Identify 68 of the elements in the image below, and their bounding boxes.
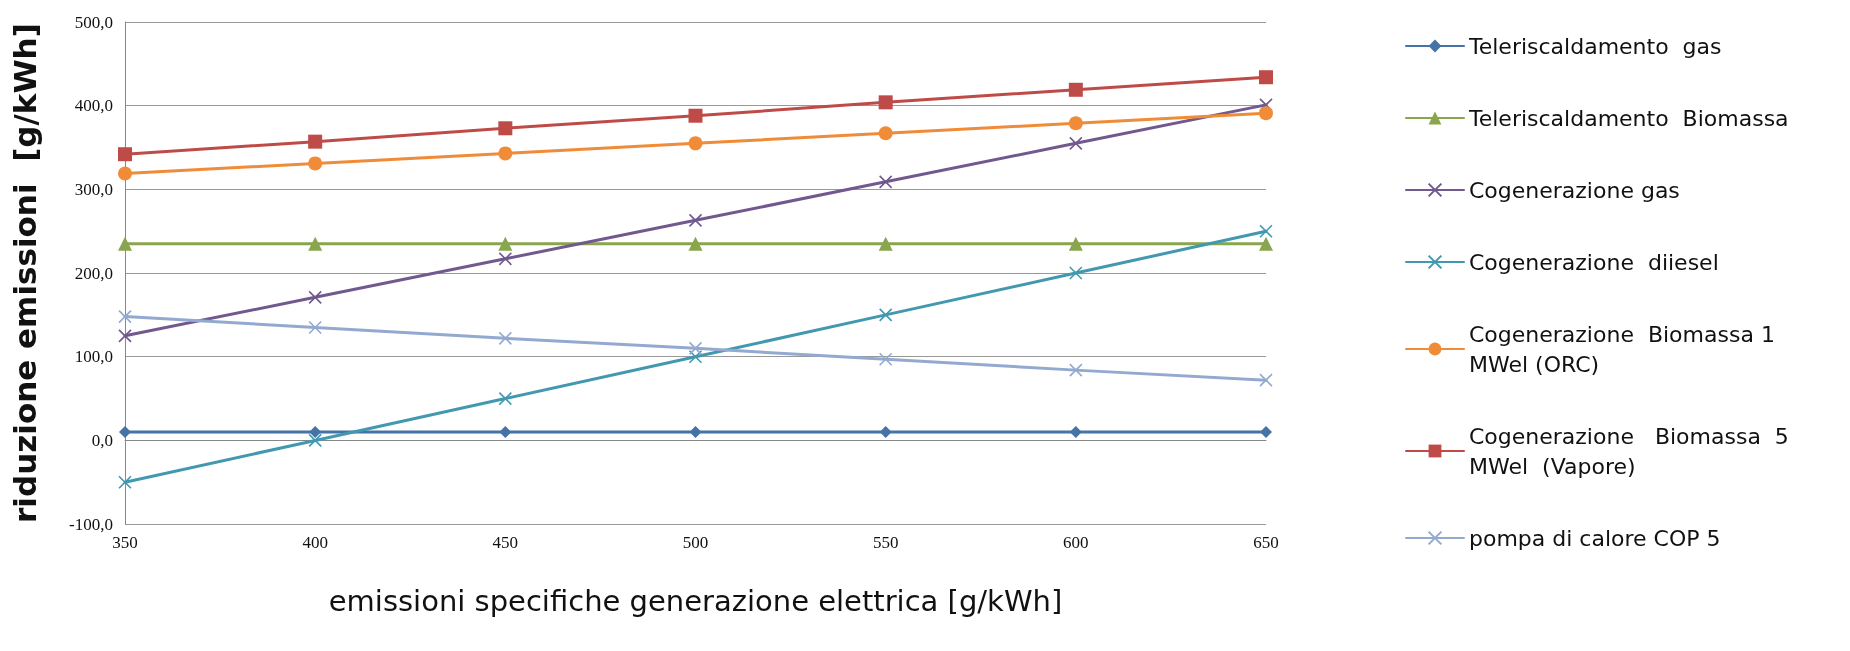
x-tick-label: 400 — [302, 533, 328, 553]
legend-label: Teleriscaldamento Biomassa — [1468, 105, 1789, 131]
point — [688, 108, 703, 123]
point — [878, 126, 893, 141]
x-tick-label: 550 — [872, 533, 899, 553]
point — [878, 95, 893, 110]
point — [1259, 236, 1273, 251]
point — [498, 236, 513, 251]
point — [498, 391, 513, 406]
y-axis-title: riduzione emissioni [g/kWh] — [6, 23, 43, 523]
x-tick-label: 600 — [1063, 533, 1089, 553]
y-tick-label: 100,0 — [74, 347, 113, 367]
point — [688, 213, 703, 228]
legend-label: pompa di calore COP 5 — [1469, 525, 1721, 551]
y-tick-label: 500,0 — [74, 12, 113, 32]
point — [688, 341, 703, 356]
point — [118, 475, 132, 490]
legend-label: Cogenerazione gas — [1469, 177, 1680, 203]
point — [308, 134, 323, 149]
y-tick-label: 300,0 — [74, 179, 113, 199]
point — [1259, 224, 1273, 239]
point — [688, 136, 703, 151]
y-tick-label: -100,0 — [69, 514, 113, 534]
y-tick-label: 400,0 — [74, 96, 113, 116]
point — [1069, 266, 1083, 280]
point — [118, 236, 132, 251]
point — [1259, 373, 1273, 387]
point — [308, 433, 322, 448]
point — [1068, 116, 1083, 131]
point — [308, 290, 322, 305]
legend-label: Cogenerazione Biomassa 1 MWel (ORC) — [1469, 321, 1782, 377]
y-tick-label: 0,0 — [91, 430, 113, 450]
point — [878, 308, 893, 322]
point — [688, 236, 703, 251]
x-tick-label: 500 — [682, 533, 709, 553]
point — [1068, 236, 1083, 251]
point — [1259, 70, 1273, 85]
point — [878, 352, 893, 367]
point — [308, 320, 322, 335]
point — [118, 329, 132, 343]
legend-label: Cogenerazione diiesel — [1469, 249, 1719, 275]
point — [1259, 106, 1273, 121]
point — [498, 146, 513, 161]
point — [498, 252, 513, 266]
legend-label: Teleriscaldamento gas — [1468, 33, 1722, 59]
x-tick-label: 450 — [492, 533, 519, 553]
point — [1068, 82, 1083, 97]
point — [688, 349, 703, 364]
point — [498, 121, 513, 136]
x-axis-title: emissioni specifiche generazione elettrica [g/kWh] — [328, 584, 1063, 618]
point — [1069, 363, 1083, 377]
point — [118, 166, 132, 181]
point — [689, 426, 702, 439]
point — [499, 426, 512, 439]
point — [118, 147, 132, 162]
point — [878, 236, 893, 251]
point — [498, 331, 513, 346]
point — [1260, 426, 1272, 439]
point — [118, 309, 132, 324]
point — [308, 236, 323, 251]
point — [308, 156, 323, 171]
x-tick-label: 650 — [1253, 533, 1279, 553]
point — [119, 426, 131, 439]
y-tick-label: 200,0 — [74, 263, 113, 283]
legend-label: Cogenerazione Biomassa 5 MWel (Vapore) — [1469, 423, 1796, 479]
x-tick-label: 350 — [112, 533, 138, 553]
point — [878, 175, 893, 189]
point — [1069, 136, 1083, 151]
